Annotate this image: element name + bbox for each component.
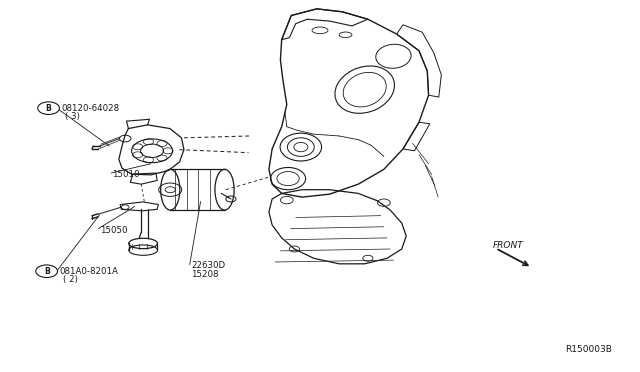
Text: ( 2): ( 2) <box>63 275 77 284</box>
Text: ( 3): ( 3) <box>65 112 79 121</box>
Text: R150003B: R150003B <box>564 344 612 353</box>
Text: 15010: 15010 <box>113 170 140 179</box>
Text: 15050: 15050 <box>100 226 127 235</box>
Text: 081A0-8201A: 081A0-8201A <box>60 267 118 276</box>
Text: 08120-64028: 08120-64028 <box>61 104 120 113</box>
Text: 15208: 15208 <box>191 270 218 279</box>
Text: FRONT: FRONT <box>492 241 523 250</box>
Text: B: B <box>45 104 51 113</box>
Text: 22630D: 22630D <box>191 261 225 270</box>
Text: B: B <box>44 267 49 276</box>
